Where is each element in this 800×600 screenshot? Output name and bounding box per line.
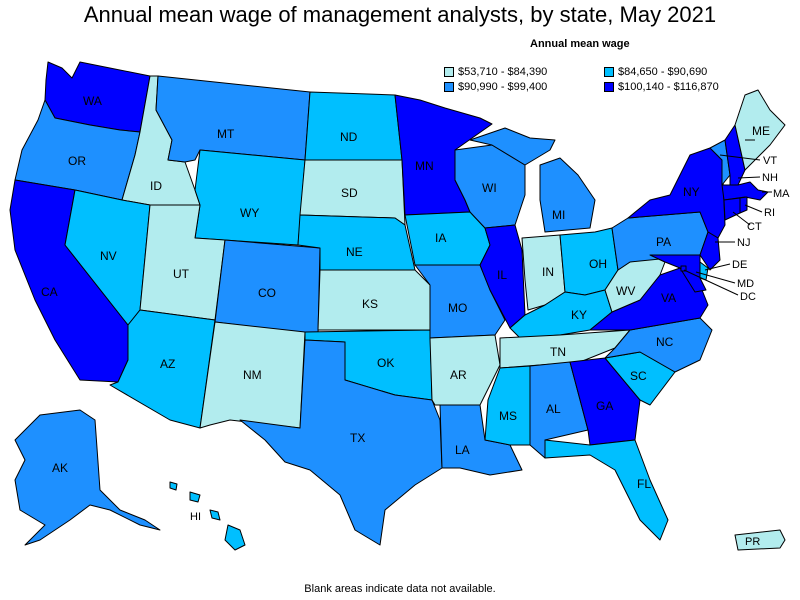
- label-AZ: AZ: [160, 357, 175, 371]
- label-WI: WI: [482, 181, 497, 195]
- label-DC: DC: [740, 291, 756, 303]
- state-HI-island[interactable]: [169, 481, 178, 491]
- label-CO: CO: [258, 286, 276, 300]
- state-MI[interactable]: [539, 157, 596, 233]
- label-AR: AR: [450, 368, 467, 382]
- legend-swatch: [444, 67, 454, 77]
- legend-label: $90,990 - $99,400: [458, 81, 548, 93]
- label-VT: VT: [763, 155, 777, 167]
- state-ME[interactable]: [734, 89, 786, 171]
- label-NE: NE: [346, 245, 363, 259]
- label-OH: OH: [589, 257, 607, 271]
- label-WV: WV: [616, 284, 635, 298]
- state-LA[interactable]: [439, 404, 523, 476]
- state-RI[interactable]: [739, 196, 748, 214]
- state-VT[interactable]: [709, 139, 731, 186]
- label-CA: CA: [41, 285, 58, 299]
- label-PA: PA: [656, 235, 671, 249]
- state-FL[interactable]: [544, 439, 669, 541]
- label-CT: CT: [747, 221, 762, 233]
- footnote: Blank areas indicate data not available.: [304, 583, 496, 595]
- legend-title: Annual mean wage: [530, 38, 630, 50]
- label-MI: MI: [552, 208, 565, 222]
- label-NC: NC: [656, 335, 674, 349]
- label-MA: MA: [773, 188, 790, 200]
- label-IA: IA: [435, 231, 446, 245]
- label-TN: TN: [550, 345, 566, 359]
- label-PR: PR: [745, 536, 760, 548]
- state-ND[interactable]: [304, 91, 403, 161]
- state-PR[interactable]: [734, 529, 786, 551]
- callout-lines: [683, 139, 772, 296]
- label-SD: SD: [341, 186, 358, 200]
- label-FL: FL: [637, 477, 651, 491]
- label-HI: HI: [190, 511, 201, 523]
- label-VA: VA: [661, 291, 676, 305]
- state-CT[interactable]: [723, 197, 741, 221]
- state-HI-island[interactable]: [189, 491, 201, 503]
- label-MT: MT: [217, 127, 235, 141]
- legend-swatch: [604, 82, 614, 92]
- label-LA: LA: [455, 443, 470, 457]
- legend-label: $53,710 - $84,390: [458, 66, 548, 78]
- legend-item-tier-1: $53,710 - $84,390: [444, 66, 547, 78]
- state-AK[interactable]: [14, 409, 161, 546]
- state-MD[interactable]: [649, 254, 707, 293]
- state-MT[interactable]: [155, 75, 311, 163]
- label-KY: KY: [571, 308, 587, 322]
- state-TX[interactable]: [239, 339, 443, 546]
- legend-label: $100,140 - $116,870: [618, 81, 719, 93]
- legend-swatch: [444, 82, 454, 92]
- label-OK: OK: [377, 356, 394, 370]
- label-NM: NM: [243, 368, 262, 382]
- label-NV: NV: [100, 249, 117, 263]
- label-WY: WY: [240, 206, 259, 220]
- label-UT: UT: [173, 267, 190, 281]
- label-NJ: NJ: [737, 237, 750, 249]
- label-IN: IN: [542, 265, 554, 279]
- label-MD: MD: [737, 278, 754, 290]
- state-HI[interactable]: [224, 524, 246, 551]
- label-ND: ND: [340, 130, 358, 144]
- label-GA: GA: [596, 399, 613, 413]
- label-DE: DE: [732, 259, 747, 271]
- legend-label: $84,650 - $90,690: [618, 66, 708, 78]
- label-SC: SC: [630, 369, 647, 383]
- label-AL: AL: [546, 402, 561, 416]
- label-MN: MN: [415, 159, 434, 173]
- label-ME: ME: [752, 124, 770, 138]
- label-NY: NY: [683, 185, 700, 199]
- state-WY[interactable]: [194, 149, 306, 246]
- label-WA: WA: [83, 94, 102, 108]
- label-MS: MS: [499, 409, 517, 423]
- state-HI-island[interactable]: [209, 509, 221, 521]
- legend-swatch: [604, 67, 614, 77]
- state-MI-upper[interactable]: [469, 127, 556, 166]
- label-RI: RI: [764, 207, 775, 219]
- legend-item-tier-4: $100,140 - $116,870: [604, 81, 719, 93]
- legend-item-tier-3: $90,990 - $99,400: [444, 81, 547, 93]
- legend-item-tier-2: $84,650 - $90,690: [604, 66, 707, 78]
- label-AK: AK: [52, 461, 68, 475]
- map-title: Annual mean wage of management analysts,…: [83, 2, 717, 27]
- label-IL: IL: [497, 268, 507, 282]
- label-KS: KS: [362, 297, 378, 311]
- label-OR: OR: [68, 154, 86, 168]
- label-ID: ID: [150, 179, 162, 193]
- label-MO: MO: [448, 301, 467, 315]
- label-NH: NH: [762, 172, 778, 184]
- label-TX: TX: [350, 431, 365, 445]
